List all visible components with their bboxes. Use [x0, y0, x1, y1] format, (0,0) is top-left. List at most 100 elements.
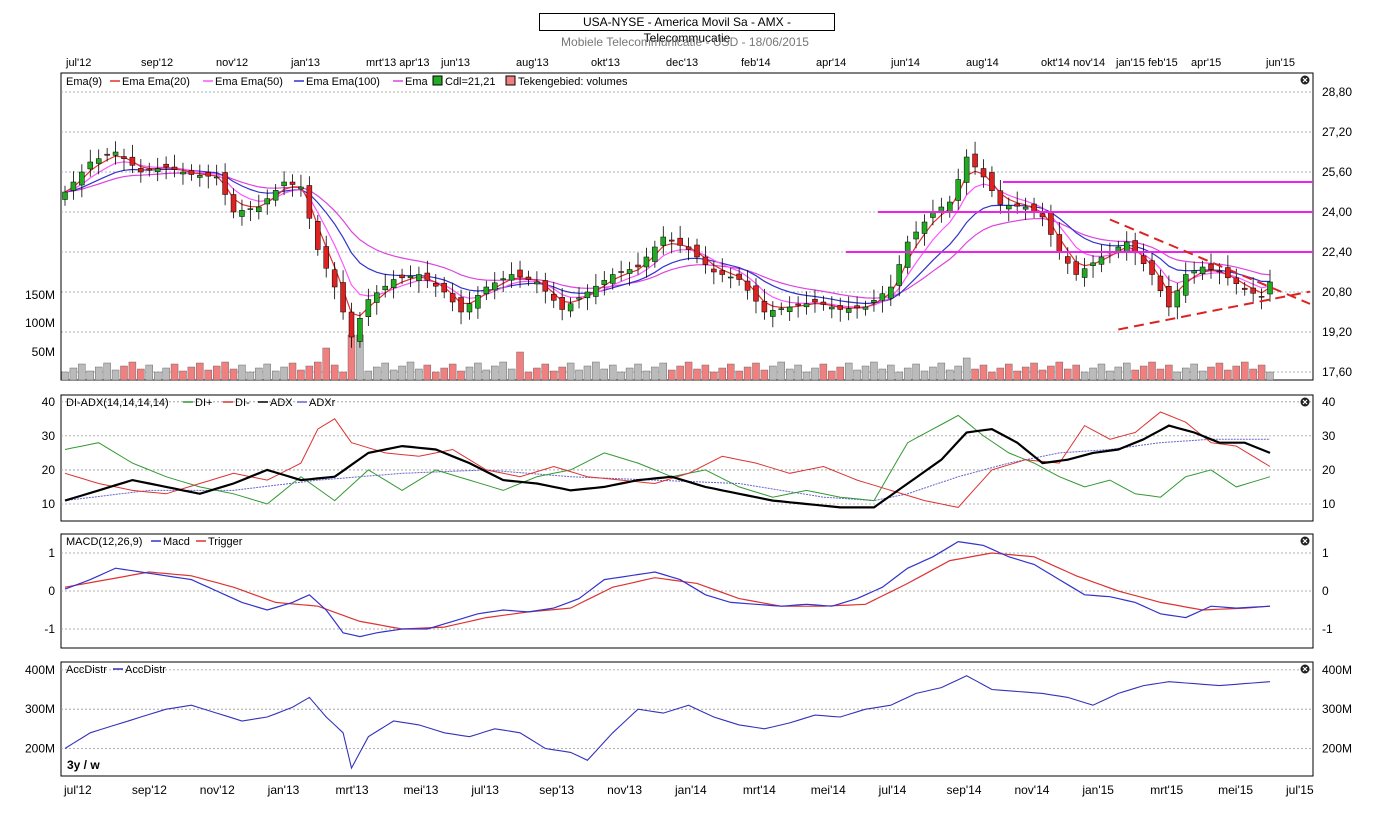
candle-body	[635, 264, 641, 268]
candle-body	[854, 305, 860, 309]
volume-bar	[701, 364, 710, 381]
candle-body	[458, 297, 464, 313]
y-tick-label: 19,20	[1322, 325, 1352, 339]
volume-bar	[1139, 365, 1148, 381]
candle-body	[719, 270, 726, 275]
y-tick-label: 27,20	[1322, 125, 1352, 139]
candle-body	[315, 221, 321, 250]
volume-bar	[1207, 366, 1215, 381]
candle-body	[997, 190, 1004, 205]
candle-body	[593, 285, 599, 297]
volume-bar	[1232, 365, 1240, 381]
candle-body	[281, 181, 287, 187]
volume-bar	[1165, 364, 1173, 381]
candle-body	[121, 156, 127, 159]
candle-body	[711, 268, 717, 273]
volume-bar	[145, 364, 153, 381]
volume-bar	[617, 371, 625, 381]
bottom-axis-label: jul'13	[470, 783, 499, 797]
adx-line	[64, 424, 1271, 509]
legend-accdistr: AccDistr	[125, 664, 166, 676]
candle-body	[1022, 206, 1029, 210]
top-axis-label: apr'14	[816, 57, 846, 69]
candle-body	[247, 208, 254, 210]
close-icon[interactable]	[1300, 536, 1310, 546]
top-axis-label: nov'12	[216, 57, 248, 69]
candle-body	[871, 300, 877, 303]
volume-bar	[726, 363, 735, 381]
volume-bar	[988, 371, 996, 381]
volume-bar	[1131, 369, 1139, 381]
candle-body	[1199, 266, 1206, 274]
bottom-axis-label: mrt'15	[1150, 783, 1183, 797]
candle-body	[1149, 260, 1155, 275]
candle-body	[795, 303, 801, 306]
top-axis-label: mrt'13 apr'13	[366, 57, 430, 69]
y-tick-label-left: 30	[42, 429, 56, 443]
volume-bar	[550, 370, 558, 381]
volume-bar	[743, 366, 752, 381]
candle-body	[576, 297, 582, 300]
volume-bar	[1064, 368, 1072, 381]
volume-bar	[170, 363, 179, 381]
candle-body	[1031, 203, 1037, 213]
top-axis-label: jul'12	[65, 57, 91, 69]
volume-bar	[583, 365, 592, 381]
close-icon[interactable]	[1300, 397, 1310, 407]
candle-body	[433, 283, 439, 287]
candle-body	[904, 241, 911, 268]
candle-body	[542, 280, 549, 292]
close-icon[interactable]	[1300, 75, 1310, 85]
volume-bar	[1013, 370, 1021, 381]
y-tick-label-left: 300M	[25, 702, 55, 716]
volume-bar	[996, 367, 1005, 381]
volume-bar	[777, 361, 785, 381]
candle-body	[1157, 275, 1164, 291]
legend-macd-name: MACD(12,26,9)	[66, 536, 142, 548]
volume-bar	[1215, 362, 1224, 381]
candle-body	[609, 274, 616, 284]
volume-bar	[330, 364, 339, 381]
volume-bar	[187, 366, 196, 381]
candle-body	[163, 163, 169, 168]
volume-bar	[271, 370, 280, 381]
bottom-axis-label: jan'13	[267, 783, 300, 797]
volume-bar	[1241, 361, 1249, 381]
candle-body	[963, 156, 970, 183]
candle-body	[1065, 256, 1071, 264]
candle-body	[1191, 270, 1197, 274]
candle-body	[466, 303, 473, 313]
bottom-axis-label: jan'14	[674, 783, 707, 797]
volume-bar	[760, 369, 769, 381]
candle-body	[1132, 240, 1138, 254]
volume-bar	[95, 366, 103, 381]
volume-bar	[204, 369, 212, 381]
chart-title: USA-NYSE - America Movil Sa - AMX - Tele…	[539, 13, 835, 45]
ema50-line	[64, 168, 1271, 305]
top-axis-label: jun'15	[1265, 57, 1295, 69]
candle-body	[525, 276, 532, 280]
y-tick-label: 24,00	[1322, 205, 1352, 219]
y-tick-label: 20,80	[1322, 285, 1352, 299]
volume-bar	[448, 363, 457, 381]
volume-bar	[1038, 369, 1047, 381]
legend-accdistr-name: AccDistr	[66, 664, 107, 676]
accdistr-legend: AccDistr AccDistr	[66, 664, 166, 676]
volume-tick-label: 100M	[25, 316, 55, 330]
volume-bar	[668, 369, 676, 381]
candle-body	[1123, 241, 1130, 252]
candle-body	[272, 190, 279, 201]
candle-body	[424, 272, 431, 281]
bottom-axis-label: mei'13	[403, 783, 438, 797]
close-icon[interactable]	[1300, 664, 1310, 674]
candle-body	[677, 237, 683, 246]
volume-bar	[111, 369, 120, 381]
candle-body	[812, 298, 818, 303]
bottom-axis-label: nov'14	[1014, 783, 1049, 797]
candle-body	[660, 236, 667, 246]
candle-body	[365, 299, 372, 317]
volume-bar	[524, 371, 533, 381]
candle-body	[1208, 263, 1214, 270]
volume-bar	[212, 365, 221, 381]
candle-body	[222, 172, 228, 195]
